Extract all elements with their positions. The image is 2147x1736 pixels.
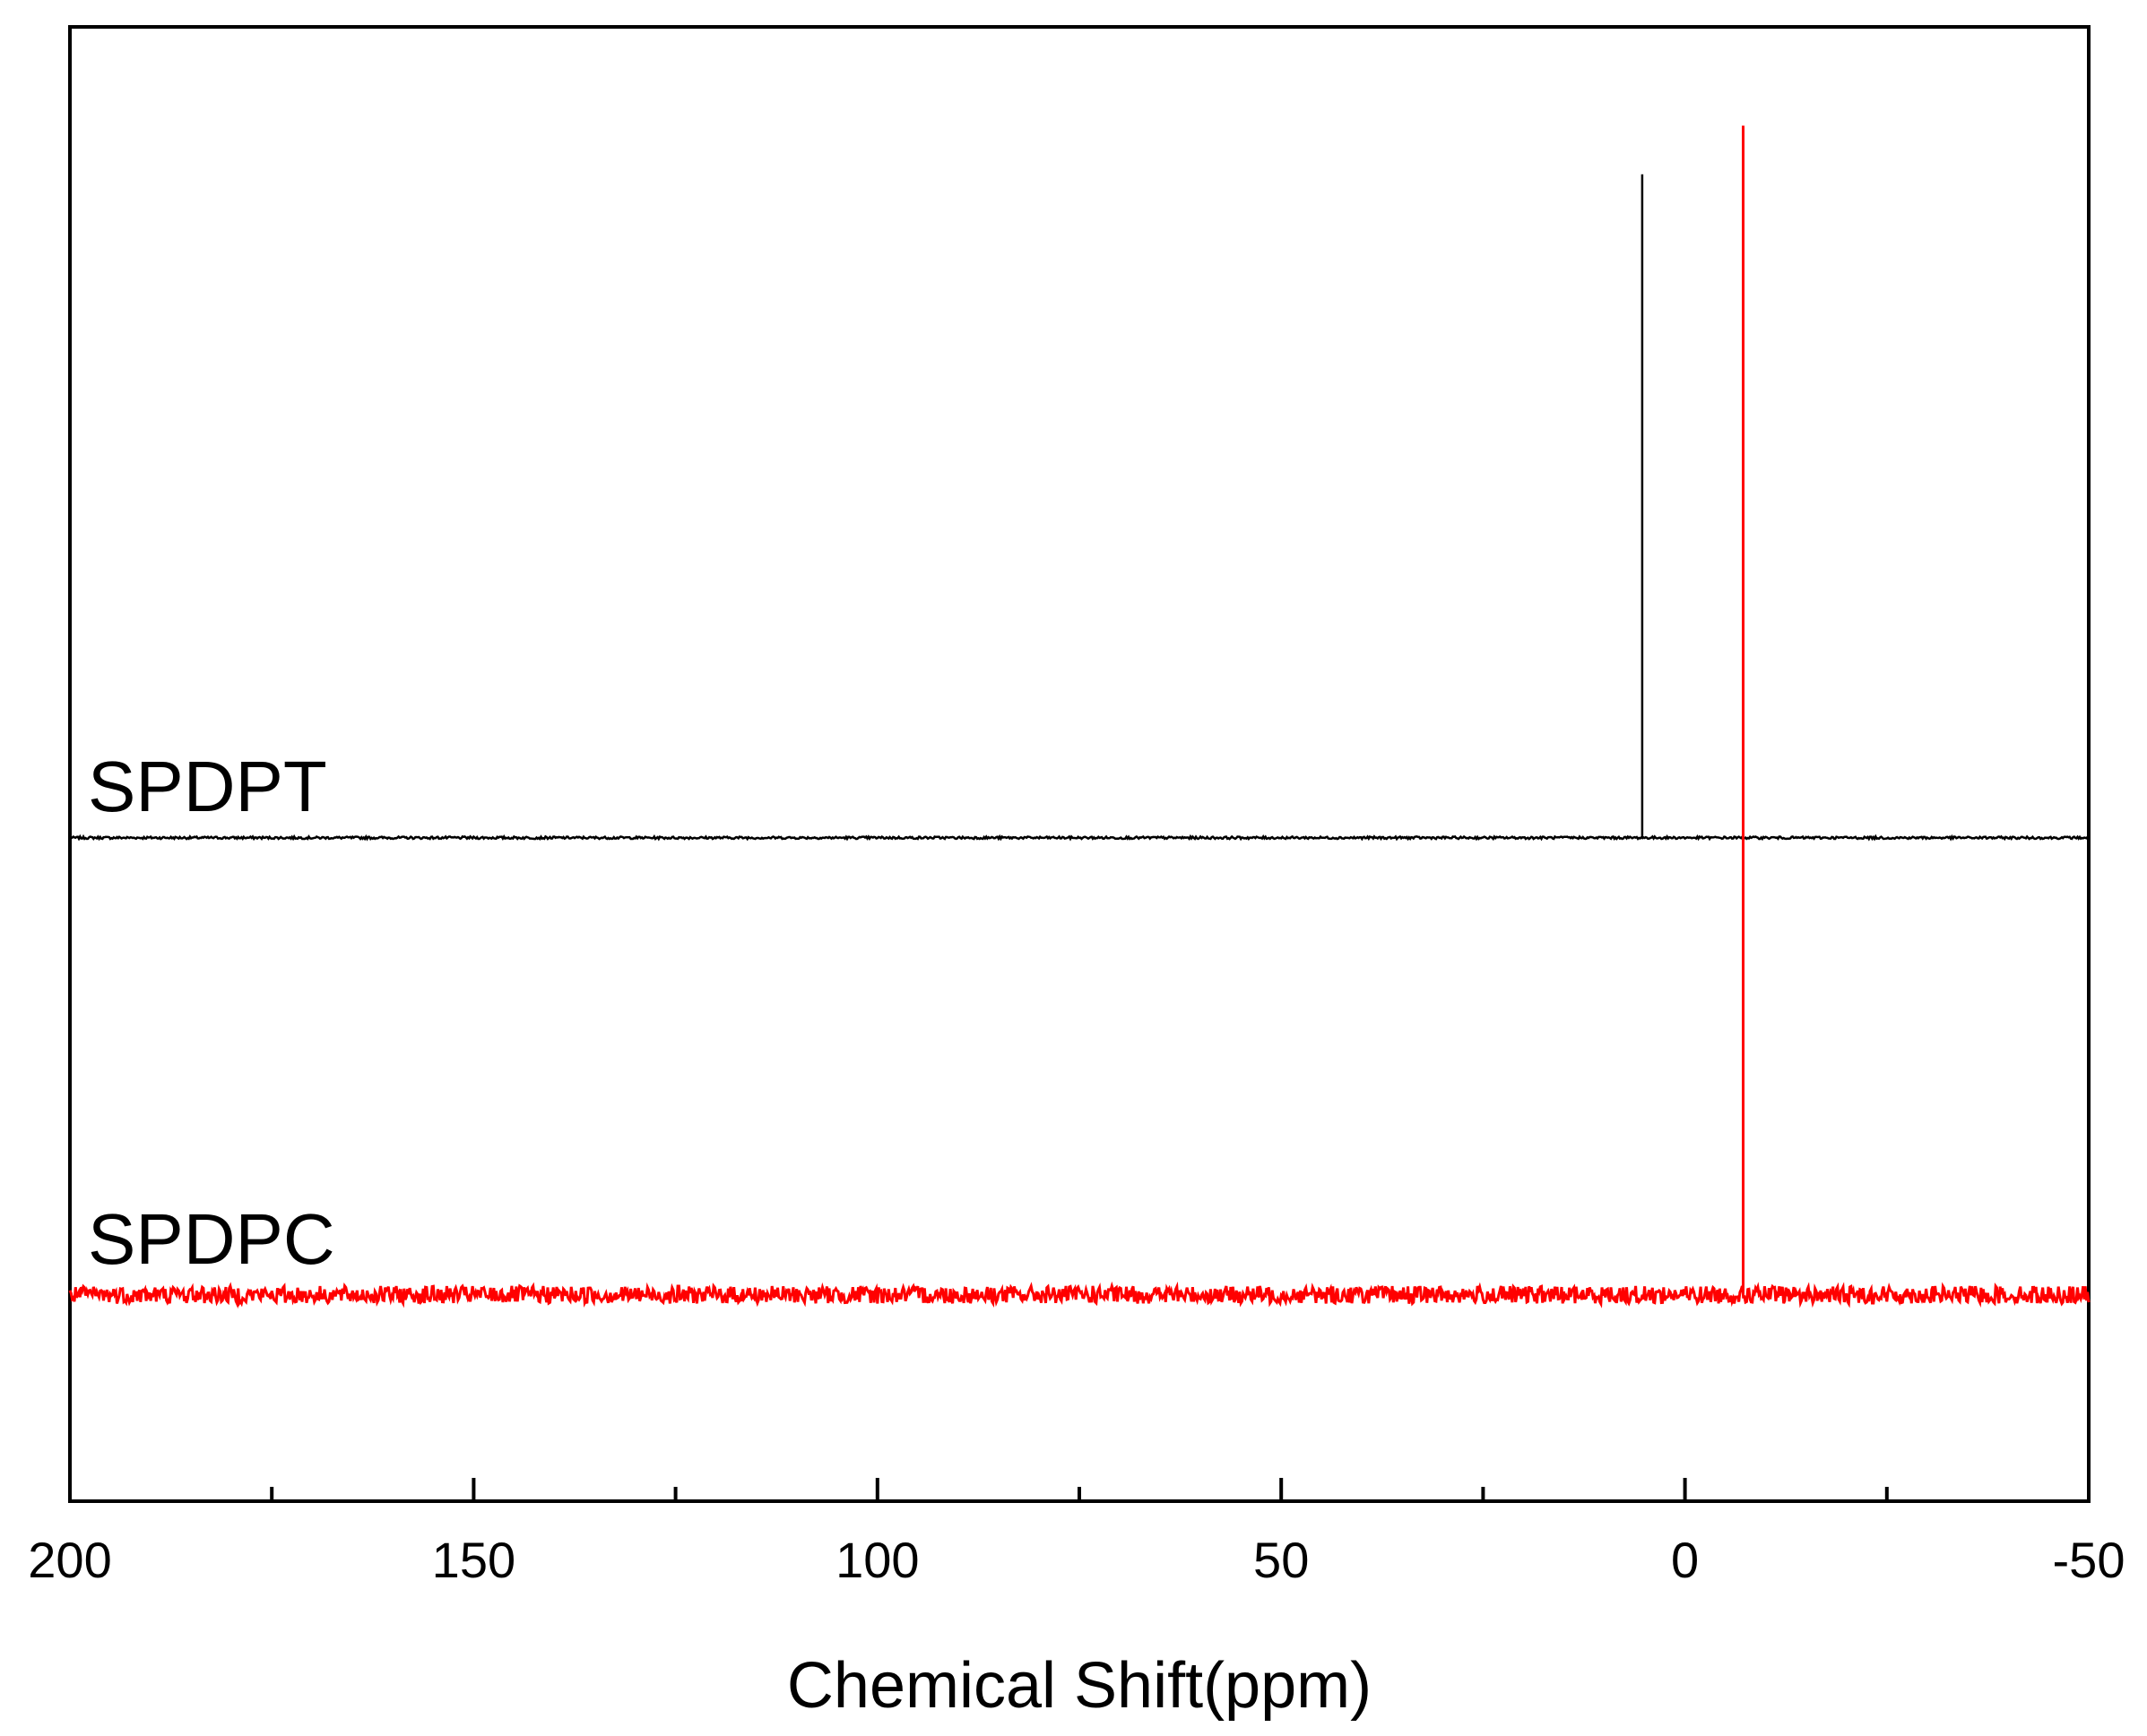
series-line-spdpc — [68, 125, 2091, 1309]
x-tick-label: 200 — [28, 1532, 111, 1588]
x-tick-label: 0 — [1671, 1532, 1699, 1588]
series-layer — [68, 125, 2091, 1309]
x-axis-label: Chemical Shift(ppm) — [787, 1650, 1372, 1722]
x-axis-ticks: 200 150 100 50 0 -50 — [28, 1478, 2125, 1588]
series-label-spdpt: SPDPT — [88, 747, 327, 826]
x-tick-label: 150 — [432, 1532, 515, 1588]
x-tick-label: -50 — [2053, 1532, 2125, 1588]
series-label-spdpc: SPDPC — [88, 1199, 335, 1279]
x-tick-label: 100 — [835, 1532, 919, 1588]
plot-frame — [68, 25, 2091, 1503]
series-line-spdpt — [69, 174, 2090, 842]
x-tick-label: 50 — [1253, 1532, 1309, 1588]
